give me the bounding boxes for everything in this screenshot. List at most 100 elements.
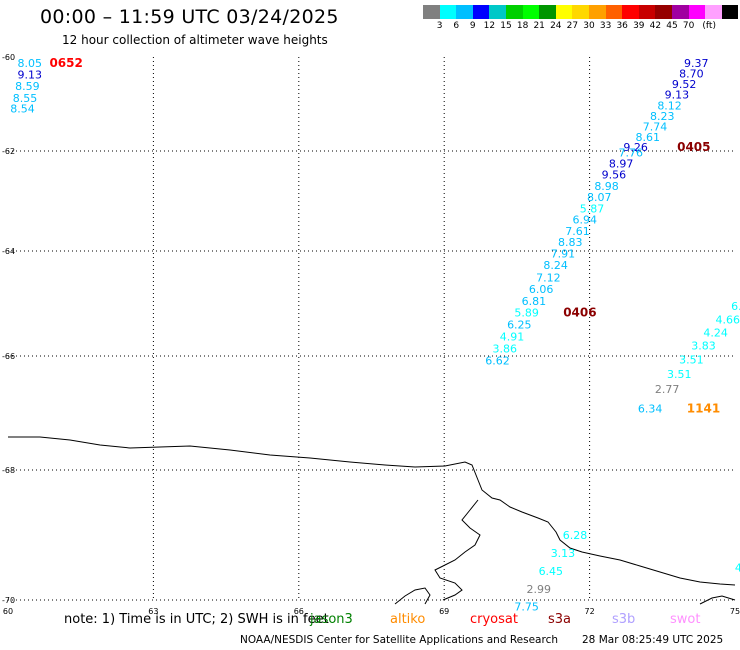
wave-height-value: 9.13 — [665, 89, 690, 102]
wave-height-value: 6.34 — [638, 402, 663, 415]
wave-height-value: 8.55 — [13, 92, 38, 105]
wave-height-value: 8.61 — [636, 131, 661, 144]
x-tick-label: 69 — [439, 607, 449, 616]
colorbar-label: 33 — [599, 21, 612, 31]
wave-height-value: 9.37 — [684, 57, 709, 70]
wave-height-value: 8.54 — [10, 103, 35, 116]
wave-height-value: 9.52 — [672, 78, 697, 91]
wave-height-value: 6.06 — [529, 283, 554, 296]
colorbar-swatch — [456, 5, 473, 19]
wave-height-value: 9.56 — [602, 169, 627, 182]
antarctic-coastline — [8, 436, 736, 586]
satellite-legend-swot: swot — [670, 612, 701, 627]
pass-time-labels: 0652040040504061141 — [49, 56, 720, 415]
colorbar-swatch — [522, 5, 540, 19]
wave-height-value: 6.28 — [563, 529, 588, 542]
colorbar-label: 9 — [469, 21, 476, 31]
colorbar-label: 15 — [500, 21, 512, 31]
wave-height-value: 4.91 — [500, 331, 525, 344]
colorbar-swatch — [638, 5, 656, 19]
colorbar-swatch — [439, 5, 457, 19]
wave-height-value: 3.51 — [667, 368, 692, 381]
satellite-legend-s3b: s3b — [612, 612, 636, 627]
wave-height-value: 8.07 — [587, 191, 612, 204]
wave-height-value: 8.97 — [609, 158, 634, 171]
satellite-legend-jason3: jason3 — [310, 612, 353, 627]
map-subtitle: 12 hour collection of altimeter wave hei… — [62, 33, 328, 47]
colorbar-label: 39 — [633, 21, 645, 31]
wave-height-value: 4.24 — [703, 326, 728, 339]
y-tick-label: -62 — [2, 147, 15, 156]
wave-height-value: 5.87 — [580, 203, 605, 216]
coastline — [8, 436, 736, 605]
map-title: 00:00 – 11:59 UTC 03/24/2025 — [40, 6, 339, 28]
satellite-legend: jason3 altiko cryosat s3a s3b swot — [0, 612, 740, 630]
colorbar-label: 12 — [483, 21, 496, 31]
satellite-legend-altiko: altiko — [390, 612, 426, 627]
x-tick-label: 66 — [294, 607, 304, 616]
pass-time-label: 0405 — [677, 140, 710, 154]
wave-height-value: 7.12 — [536, 271, 561, 284]
colorbar-swatch — [588, 5, 606, 19]
colorbar-label: 42 — [649, 21, 662, 31]
colorbar-label: 18 — [516, 21, 529, 31]
wave-height-value: 6.8 — [731, 300, 740, 313]
footer-note: note: 1) Time is in UTC; 2) SWH is in fe… — [64, 612, 329, 627]
wave-height-value: 8.24 — [543, 259, 568, 272]
colorbar-swatch — [688, 5, 706, 19]
satellite-legend-cryosat: cryosat — [470, 612, 518, 627]
credit-line: NOAA/NESDIS Center for Satellite Applica… — [240, 634, 558, 646]
wave-height-value: 7.91 — [551, 248, 576, 261]
colorbar-label: 36 — [616, 21, 628, 31]
wave-height-value: 3.13 — [551, 547, 576, 560]
wave-height-value: 6.94 — [573, 214, 598, 227]
satellite-legend-s3a: s3a — [548, 612, 572, 627]
wave-height-value: 7.61 — [565, 225, 590, 238]
wave-height-value: 4.66 — [715, 313, 740, 326]
wave-height-value: 3.86 — [493, 343, 518, 356]
wave-height-value: 7.76 — [619, 147, 644, 160]
colorbar-swatch — [572, 5, 589, 19]
colorbar-label: 3 — [436, 21, 443, 31]
x-tick-label: 72 — [585, 607, 595, 616]
colorbar-swatch — [671, 5, 689, 19]
colorbar-swatch — [705, 5, 722, 19]
wave-height-value: 8.70 — [679, 67, 704, 80]
wave-height-value: 6.45 — [539, 565, 564, 578]
wave-height-value: 3.51 — [679, 353, 704, 366]
colorbar-label: 21 — [533, 21, 545, 31]
pass-time-label: 0652 — [49, 56, 82, 70]
wave-height-value: 8.98 — [594, 180, 619, 193]
pass-time-label: 0406 — [563, 305, 596, 319]
pass-time-label: 1141 — [687, 401, 720, 415]
colorbar-swatch — [555, 5, 573, 19]
swh-colorbar — [423, 5, 739, 19]
wave-height-value: 8.05 — [18, 57, 43, 70]
colorbar-swatch — [423, 5, 440, 19]
colorbar-label: 6 — [453, 21, 460, 31]
wave-height-value: 6.81 — [522, 295, 547, 308]
x-tick-label: 60 — [3, 607, 13, 616]
wave-height-value: 8.59 — [15, 80, 40, 93]
colorbar-swatch — [605, 5, 623, 19]
y-tick-label: -70 — [2, 596, 15, 605]
ice-shelf-edge — [434, 499, 481, 601]
colorbar-label: (ft) — [702, 21, 716, 31]
colorbar-swatch — [472, 5, 490, 19]
colorbar-label: 70 — [682, 21, 695, 31]
x-tick-label: 63 — [148, 607, 158, 616]
wave-height-value: 2.77 — [655, 383, 680, 396]
wave-height-value: 8.12 — [657, 99, 682, 112]
wave-height-value: 7.75 — [514, 601, 539, 614]
colorbar-label: 45 — [666, 21, 678, 31]
colorbar-label: 30 — [583, 21, 595, 31]
colorbar-swatch — [505, 5, 523, 19]
y-tick-label: -60 — [2, 53, 15, 62]
altimeter-observations: 8.059.138.598.558.549.378.709.529.138.12… — [10, 57, 740, 613]
wave-height-value: 8.23 — [650, 110, 675, 123]
y-tick-label: -68 — [2, 466, 15, 475]
wave-height-value: 2.99 — [526, 583, 551, 596]
colorbar-swatch — [655, 5, 672, 19]
colorbar-swatch — [721, 5, 739, 19]
